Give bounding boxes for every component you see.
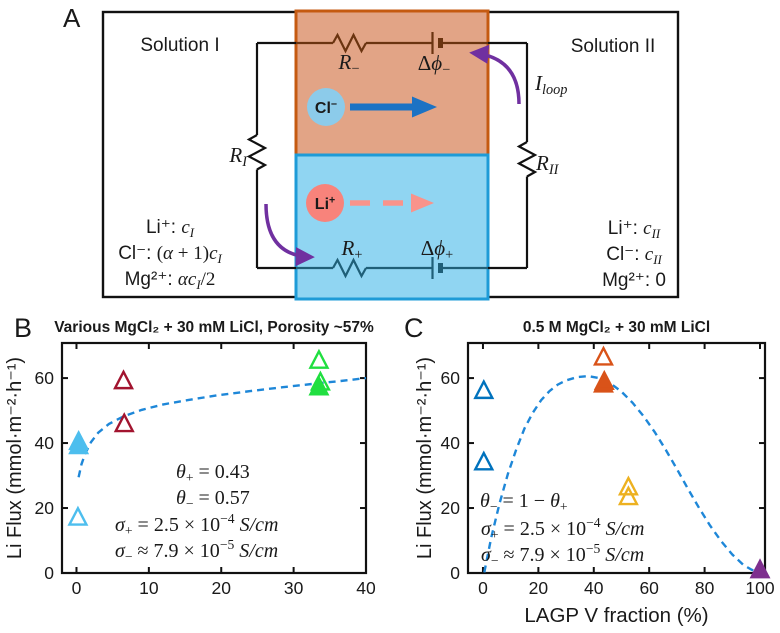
data-point-triangle — [309, 370, 331, 391]
cation-branch-circuit — [296, 257, 488, 279]
resistor-r-minus — [332, 32, 367, 54]
data-point-triangle — [308, 348, 330, 369]
annotation-line: σ+ = 2.5 × 10−4 S/cm — [115, 511, 278, 538]
x-tick-label: 60 — [639, 578, 659, 598]
resistor-r1 — [246, 134, 268, 171]
panel-b-label: B — [14, 313, 32, 343]
annotation-line: σ+ = 2.5 × 10−4 S/cm — [481, 515, 644, 542]
x-tick-label: 40 — [584, 578, 604, 598]
y-axis-label: Li Flux (mmol·m⁻²·h⁻¹) — [4, 357, 26, 559]
li-flux-arrowhead — [411, 193, 434, 213]
x-tick-label: 40 — [356, 578, 376, 598]
solution-i-concentration-line: Li⁺: cI — [146, 217, 195, 240]
cl-ion-circle — [307, 88, 345, 126]
panel-a-label: A — [63, 3, 81, 33]
data-point-triangle — [473, 378, 495, 400]
annotation-line: θ+ = 0.43 — [176, 461, 250, 485]
loop-arrow-bottom — [264, 203, 315, 267]
plot-frame — [60, 341, 368, 575]
i-loop-label: Iloop — [534, 71, 567, 98]
trend-curve — [77, 376, 367, 478]
data-point-triangle — [617, 475, 639, 496]
data-point-triangle — [67, 505, 89, 526]
annotation-line: σ− ≈ 7.9 × 10−5 S/cm — [115, 537, 278, 564]
r-one-label: RI — [228, 143, 248, 170]
x-tick-label: 10 — [139, 578, 159, 598]
resistor-r2 — [516, 141, 538, 178]
r-plus-label: R+ — [341, 236, 363, 263]
li-ion-label: Li+ — [315, 195, 335, 213]
cl-flux-arrowhead — [412, 96, 437, 118]
x-tick-label: 100 — [745, 578, 774, 598]
panel-c-label: C — [404, 313, 424, 343]
solution-ii-concentration-line: Cl⁻: cII — [606, 244, 662, 267]
solution-i-concentration-line: Cl⁻: (α + 1)cI — [118, 243, 222, 266]
data-point-triangle — [473, 450, 495, 471]
loop-current-arrows — [264, 44, 521, 267]
data-point-triangle — [749, 558, 771, 579]
circuit-wires-black — [246, 41, 538, 270]
x-tick-label: 0 — [72, 578, 82, 598]
resistor-r-plus — [332, 257, 367, 279]
y-tick-label: 20 — [35, 498, 55, 518]
data-point-triangle — [113, 369, 135, 390]
solution-ii-concentration-line: Mg²⁺: 0 — [602, 270, 666, 291]
panel-b-chart: B Various MgCl₂ + 30 mM LiCl, Porosity ~5… — [4, 313, 376, 598]
panel-a-circuit-diagram: A Solution I Solutio — [63, 3, 680, 301]
r-two-label: RII — [535, 151, 560, 178]
annotation-line: σ− ≈ 7.9 × 10−5 S/cm — [481, 541, 644, 568]
data-point-triangle — [68, 429, 90, 451]
solution-ii-concentration-line: Li⁺: cII — [608, 218, 661, 241]
plot-frame — [466, 341, 767, 575]
x-tick-label: 0 — [478, 578, 488, 598]
delta-phi-plus-label: Δϕ+ — [421, 236, 453, 263]
x-tick-label: 30 — [284, 578, 304, 598]
r-minus-label: R− — [338, 50, 360, 77]
chart-title: 0.5 M MgCl₂ + 30 mM LiCl — [523, 319, 710, 336]
y-tick-label: 60 — [441, 368, 461, 388]
cl-ion-label: Cl− — [315, 99, 337, 117]
data-point-triangle — [617, 485, 639, 506]
panel-c-chart: C 0.5 M MgCl₂ + 30 mM LiCl 0 20 40 60 80 100 0 20… — [404, 313, 775, 627]
x-tick-label: 20 — [212, 578, 232, 598]
wire-segment — [257, 41, 527, 270]
li-ion-circle — [306, 184, 344, 222]
anion-branch-circuit — [296, 32, 488, 54]
y-tick-label: 40 — [35, 433, 55, 453]
solution-i-concentration-line: Mg²⁺: αcI/2 — [125, 269, 216, 292]
trend-curve — [483, 374, 759, 574]
data-point-triangle — [592, 345, 614, 366]
loop-arrow-top — [469, 44, 521, 105]
y-tick-label: 60 — [35, 368, 55, 388]
x-tick-label: 80 — [695, 578, 715, 598]
solution-i-label: Solution I — [140, 35, 219, 56]
y-tick-label: 20 — [441, 498, 461, 518]
data-point-triangle — [113, 412, 135, 433]
chart-title: Various MgCl₂ + 30 mM LiCl, Porosity ~57… — [54, 319, 374, 336]
annotation-line: θ− = 0.57 — [176, 487, 250, 511]
annotation-line: θ− = 1 − θ+ — [480, 490, 568, 514]
delta-phi-minus-label: Δϕ− — [418, 51, 450, 78]
x-axis-label: LAGP V fraction (%) — [524, 604, 708, 627]
membrane-cation-region — [294, 153, 490, 301]
solution-ii-label: Solution II — [571, 36, 656, 57]
membrane-anion-region — [294, 9, 490, 157]
y-axis-label: Li Flux (mmol·m⁻²·h⁻¹) — [414, 357, 436, 559]
y-tick-label: 0 — [44, 563, 54, 583]
x-tick-label: 20 — [529, 578, 549, 598]
data-point-triangle — [593, 369, 615, 390]
y-tick-label: 40 — [441, 433, 461, 453]
y-tick-label: 0 — [450, 563, 460, 583]
